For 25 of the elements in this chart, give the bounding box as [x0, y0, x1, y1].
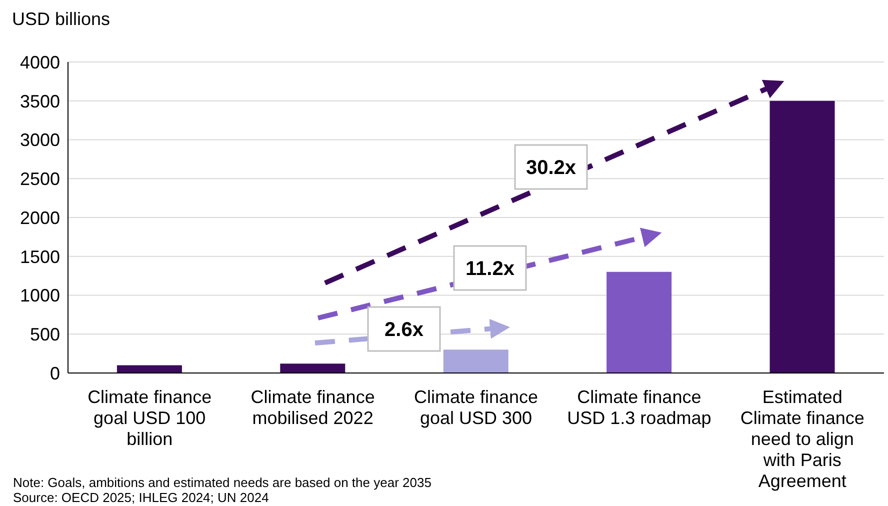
x-tick-label: Climate finance goal USD 300	[414, 387, 538, 428]
y-tick-label: 4000	[20, 52, 60, 72]
y-tick-label: 3000	[20, 130, 60, 150]
bar	[280, 364, 346, 373]
bar	[770, 100, 835, 373]
bar	[116, 365, 182, 373]
x-tick-label: Estimated Climate finance need to align with Paris Agreement	[740, 387, 864, 491]
x-tick-label: Climate finance goal USD 100 billion	[88, 387, 212, 449]
text: Note: Goals, ambitions and estimated needs are based on the year 2035	[13, 475, 432, 490]
y-tick-label: 2000	[20, 208, 60, 228]
x-tick-label: Climate finance mobilised 2022	[250, 387, 375, 428]
annotation: 11.2x	[466, 258, 514, 280]
y-tick-label: 2500	[20, 169, 60, 190]
y-tick-label: 0	[50, 363, 60, 384]
bar	[443, 350, 508, 373]
x-tick-label: Climate finance USD 1.3 roadmap	[567, 387, 712, 428]
y-tick-label: 1500	[20, 246, 60, 267]
y-tick-label: 500	[30, 324, 60, 345]
annotation: 30.2x	[526, 157, 576, 179]
annotation: 2.6x	[384, 319, 424, 341]
y-tick-label: 3500	[20, 91, 60, 112]
source-note: Source: OECD 2025; IHLEG 2024; UN 2024	[13, 490, 269, 505]
bar	[606, 272, 672, 373]
y-tick-label: 1000	[20, 286, 60, 306]
y-axis-title: USD billions	[12, 9, 110, 30]
